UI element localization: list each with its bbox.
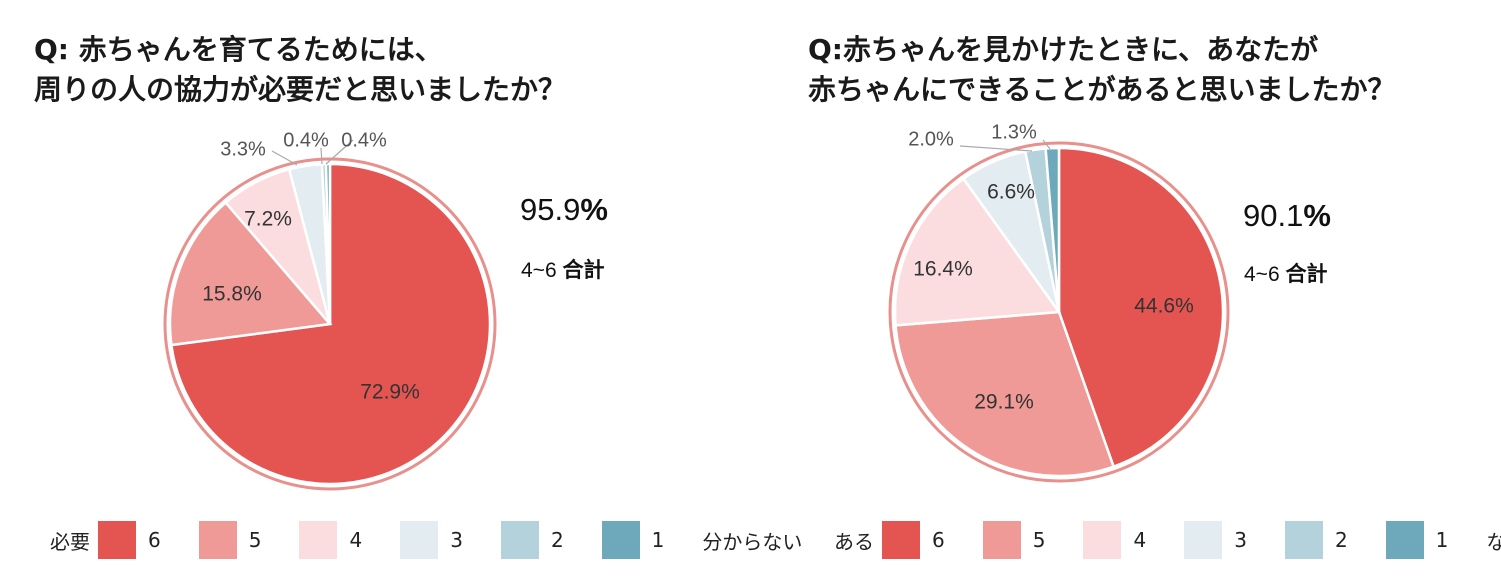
chart-title-line-1: Q: 赤ちゃんを育てるためには、	[34, 33, 443, 66]
legend-label: 5	[248, 528, 262, 552]
slice-data-label: 0.4%	[283, 129, 329, 151]
pie-slice-5	[894, 310, 1116, 478]
chart-title-line-2: 周りの人の協力が必要だと思いましたか？	[34, 73, 567, 106]
legend-swatch	[1284, 521, 1323, 559]
pie-slice-1	[1044, 146, 1061, 313]
slice-data-label: 0.4%	[341, 129, 387, 151]
legend: ある 6 5 4 3 2 1 ない	[834, 520, 1501, 560]
legend-item-3: 3	[400, 521, 463, 559]
legend-swatch	[882, 521, 920, 559]
slice-data-label: 72.9%	[360, 381, 420, 404]
leader-line	[325, 139, 354, 165]
pie-outer-ring	[163, 157, 497, 491]
legend-label: 3	[1234, 528, 1247, 552]
slice-data-label: 2.0%	[908, 128, 954, 150]
total-unit: %	[1303, 198, 1331, 233]
legend-label: 1	[651, 528, 665, 552]
total-range: 4~6	[521, 259, 557, 282]
total-label: 4~6 合計	[521, 254, 604, 284]
chart-title-line-1: Q:赤ちゃんを見かけたときに、あなたが	[808, 33, 1319, 66]
legend-swatch	[982, 521, 1021, 559]
pie-outer-ring	[888, 141, 1230, 483]
slice-data-label: 29.1%	[974, 391, 1034, 414]
total-value: 95.9	[520, 192, 581, 227]
pie-slice-1	[324, 162, 332, 325]
slice-data-label: 3.3%	[220, 138, 266, 160]
legend-caption-left: ある	[834, 529, 874, 554]
total-percentage: 95.9%	[520, 192, 608, 228]
legend-item-6: 6	[98, 521, 161, 559]
chart-title: Q: 赤ちゃんを育てるためには、 周りの人の協力が必要だと思いましたか？	[34, 30, 566, 110]
chart-panel-right: Q:赤ちゃんを見かけたときに、あなたが 赤ちゃんにできることがあると思いましたか…	[750, 0, 1501, 584]
legend-caption-right: 分からない	[702, 529, 803, 554]
pie-chart: 44.6% 29.1% 16.4% 6.6% 2.0% 1.3%	[888, 121, 1230, 483]
legend-item-2: 2	[500, 521, 564, 559]
legend-swatch	[198, 521, 237, 559]
legend-label: 4	[1133, 528, 1147, 552]
total-unit: %	[580, 192, 608, 227]
slice-data-label: 16.4%	[913, 258, 973, 281]
legend-item-4: 4	[1083, 521, 1146, 559]
total-word: 合計	[562, 258, 605, 282]
total-label: 4~6 合計	[1244, 258, 1327, 288]
slice-data-label: 15.8%	[202, 283, 262, 306]
slice-data-label: 1.3%	[991, 121, 1037, 143]
chart-title-line-2: 赤ちゃんにできることがあると思いましたか？	[808, 73, 1396, 106]
legend-swatch	[400, 521, 439, 559]
leader-line	[959, 145, 1033, 152]
leader-line	[1042, 139, 1051, 150]
leader-line	[271, 150, 298, 166]
legend-label: 2	[550, 528, 564, 552]
pie-chart: 72.9% 15.8% 7.2% 3.3% 0.4% 0.4%	[163, 129, 497, 491]
total-percentage: 90.1%	[1243, 198, 1331, 234]
legend-swatch	[1083, 521, 1122, 559]
legend-label: 1	[1435, 528, 1449, 552]
legend-label: 4	[349, 528, 363, 552]
legend-item-1: 1	[1385, 521, 1449, 559]
total-range: 4~6	[1244, 263, 1280, 286]
legend-item-1: 1	[601, 521, 665, 559]
total-word: 合計	[1285, 262, 1328, 286]
chart-title: Q:赤ちゃんを見かけたときに、あなたが 赤ちゃんにできることがあると思いましたか…	[808, 30, 1395, 110]
pie-slice-6	[1057, 146, 1225, 469]
legend-label: 6	[932, 528, 945, 552]
slice-data-label: 44.6%	[1134, 295, 1194, 318]
legend-caption-right: ない	[1486, 529, 1501, 554]
legend-item-5: 5	[198, 521, 262, 559]
legend-swatch	[1385, 521, 1424, 559]
legend-item-5: 5	[982, 521, 1046, 559]
pie-slice-5	[168, 200, 333, 347]
legend-swatch	[98, 521, 136, 559]
legend-item-6: 6	[882, 521, 945, 559]
legend-swatch	[601, 521, 640, 559]
legend-caption-left: 必要	[50, 529, 90, 554]
leader-line	[320, 147, 323, 165]
legend-label: 2	[1334, 528, 1348, 552]
slice-data-label: 7.2%	[244, 208, 292, 231]
chart-panel-left: Q: 赤ちゃんを育てるためには、 周りの人の協力が必要だと思いましたか？ 72.…	[0, 0, 802, 584]
legend-item-2: 2	[1284, 521, 1348, 559]
legend-label: 6	[148, 528, 161, 552]
total-value: 90.1	[1243, 198, 1304, 233]
pie-slice-4	[893, 176, 1062, 327]
legend-item-3: 3	[1184, 521, 1247, 559]
legend-swatch	[1184, 521, 1223, 559]
legend-item-4: 4	[299, 521, 362, 559]
legend-swatch	[500, 521, 539, 559]
legend: 必要 6 5 4 3 2 1 分からない	[50, 520, 802, 560]
legend-label: 3	[450, 528, 463, 552]
slice-data-label: 6.6%	[987, 181, 1035, 204]
legend-label: 5	[1032, 528, 1046, 552]
legend-swatch	[299, 521, 338, 559]
